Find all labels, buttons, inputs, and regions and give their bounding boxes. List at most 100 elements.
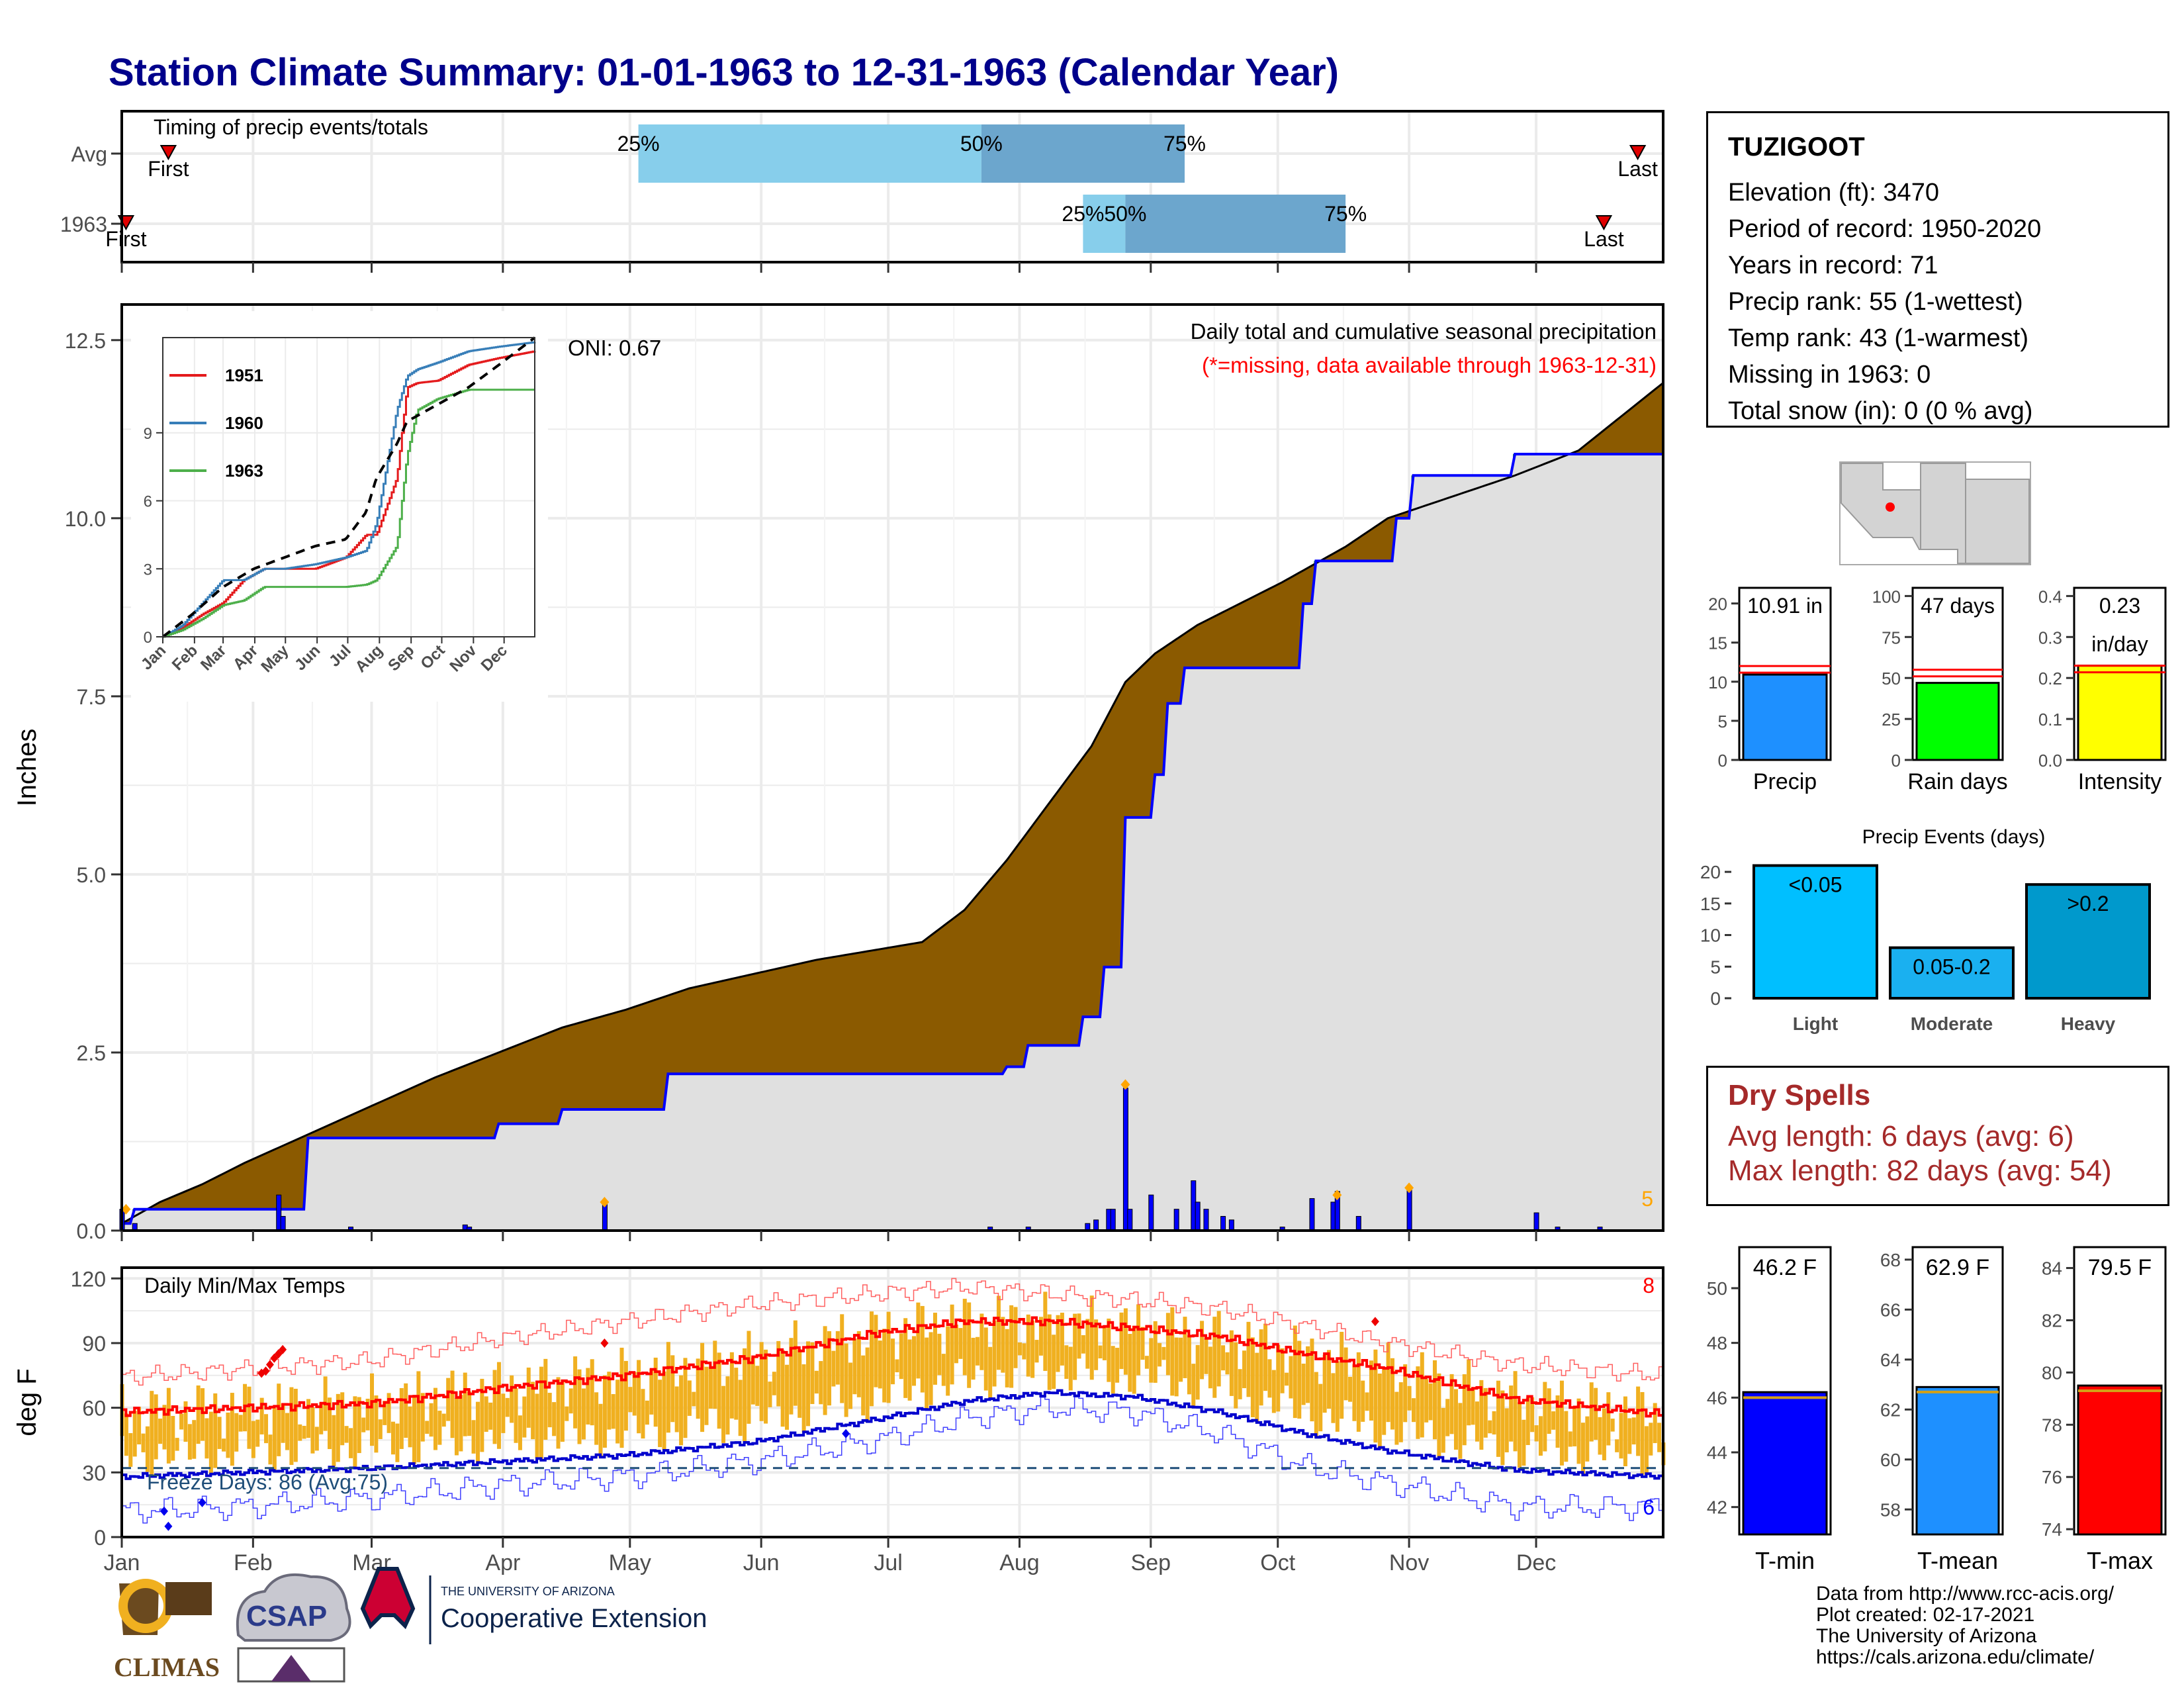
record-min-line [122,1396,1664,1524]
record-low-marker [164,1521,173,1531]
daily-temp-range-bar [793,1320,797,1406]
daily-precip-bar [1148,1194,1154,1231]
summary-ytick-label: 0 [1718,751,1727,771]
temp-bar-ytick-label: 50 [1707,1278,1727,1299]
daily-temp-range-bar [1052,1335,1056,1389]
daily-temp-range-bar [751,1357,755,1405]
timing-title: Timing of precip events/totals [154,115,428,139]
daily-temp-range-bar [484,1396,488,1432]
daily-temp-range-bar [907,1339,912,1401]
daily-temp-range-bar [1568,1431,1572,1447]
daily-temp-range-bar [619,1347,624,1448]
month-label: Jan [104,1550,140,1575]
daily-temp-range-bar [238,1415,243,1432]
daily-temp-range-bar [1216,1311,1221,1387]
daily-temp-range-bar [840,1314,844,1403]
daily-temp-range-bar [891,1338,895,1385]
daily-temp-range-bar [1517,1402,1522,1468]
daily-temp-range-bar [437,1411,442,1445]
precip-cumulative-area [122,383,1663,1224]
daily-temp-range-bar [577,1369,582,1444]
summary-ytick-label: 100 [1872,586,1901,606]
daily-temp-range-bar [1606,1392,1611,1446]
daily-temp-range-bar [226,1412,230,1458]
daily-temp-range-bar [1441,1407,1445,1453]
daily-temp-range-bar [416,1371,421,1462]
daily-temp-range-bar [1068,1346,1073,1391]
daily-temp-range-bar [827,1331,832,1406]
daily-temp-range-bar [365,1398,370,1430]
daily-temp-range-bar [505,1397,510,1417]
temp-bar-ytick-label: 66 [1880,1299,1901,1320]
daily-temp-range-bar [861,1355,866,1416]
csap-logo-text: CSAP [246,1600,327,1632]
month-label: Nov [1389,1550,1429,1575]
precip-ytick-label: 10.0 [65,507,106,531]
daily-temp-range-bar [1191,1364,1196,1409]
temp-ytick-label: 90 [82,1332,106,1356]
daily-temp-range-bar [1640,1391,1645,1475]
timing-p25-label: 25% [617,132,660,156]
daily-temp-range-bar [480,1378,484,1452]
daily-temp-range-bar [319,1402,324,1434]
daily-temp-range-bar [251,1421,255,1458]
temp-bar-ytick-label: 64 [1880,1350,1901,1370]
timing-first-label: First [148,157,189,181]
page-title: Station Climate Summary: 01-01-1963 to 1… [109,51,1339,94]
temp-bar-ytick-label: 62 [1880,1399,1901,1420]
daily-temp-range-bar [425,1421,430,1434]
daily-temp-range-bar [852,1338,857,1395]
daily-temp-range-bar [831,1350,836,1387]
daily-temp-range-bar [916,1302,921,1379]
daily-temp-range-bar [340,1392,345,1446]
daily-temp-range-bar [378,1419,383,1439]
daily-temp-range-bar [390,1421,395,1455]
daily-temp-range-bar [1496,1380,1500,1457]
daily-temp-range-bar [514,1388,518,1443]
daily-temp-range-bar [1513,1371,1518,1452]
daily-temp-range-bar [1170,1307,1175,1396]
daily-precip-bar [1309,1198,1315,1231]
inset-ytick-label: 3 [144,561,152,579]
daily-temp-range-bar [255,1419,260,1447]
heavy-event-marker [600,1196,610,1207]
station-info-box: TUZIGOOT Elevation (ft): 3470 Period of … [1706,111,2169,428]
daily-temp-range-bar [1038,1317,1043,1356]
timing-frame [120,110,1664,263]
daily-temp-range-bar [349,1428,353,1458]
daily-temp-range-bar [1644,1426,1649,1475]
daily-temp-range-bar [1073,1313,1077,1380]
daily-precip-bar [1127,1209,1133,1231]
daily-temp-range-bar [1475,1401,1479,1442]
daily-temp-range-bar [925,1337,929,1410]
daily-temp-range-bar [649,1368,654,1415]
temp-ytick-label: 120 [71,1267,106,1291]
daily-temp-range-bar [150,1391,154,1477]
daily-temp-range-bar [1187,1335,1191,1395]
month-label: Oct [1260,1550,1295,1575]
daily-temp-range-bar [1407,1385,1412,1411]
daily-temp-range-bar [441,1413,446,1427]
daily-temp-range-bar [886,1311,891,1403]
event-bar [1889,946,2015,1000]
daily-temp-range-bar [1179,1337,1183,1382]
daily-temp-range-bar [1234,1342,1238,1409]
daily-temp-range-bar [670,1355,675,1423]
daily-temp-range-bar [586,1368,590,1425]
inset-ytick-label: 0 [144,629,152,647]
daily-temp-range-bar [1026,1314,1030,1377]
daily-temp-range-bar [1289,1356,1293,1399]
daily-temp-range-bar [565,1406,569,1421]
daily-temp-range-bar [1060,1313,1064,1366]
daily-temp-range-bar [522,1396,527,1438]
daily-temp-range-bar [552,1402,557,1436]
month-label: Feb [234,1550,273,1575]
inset-avg-line [161,336,536,638]
daily-temp-range-bar [992,1320,997,1387]
daily-temp-range-bar [1030,1320,1035,1378]
summary-ytick-label: 0 [1891,751,1901,771]
daily-temp-range-bar [1017,1342,1022,1356]
timing-box-q2 [981,124,1185,183]
temp-bar-value-label: 46.2 F [1753,1255,1817,1280]
